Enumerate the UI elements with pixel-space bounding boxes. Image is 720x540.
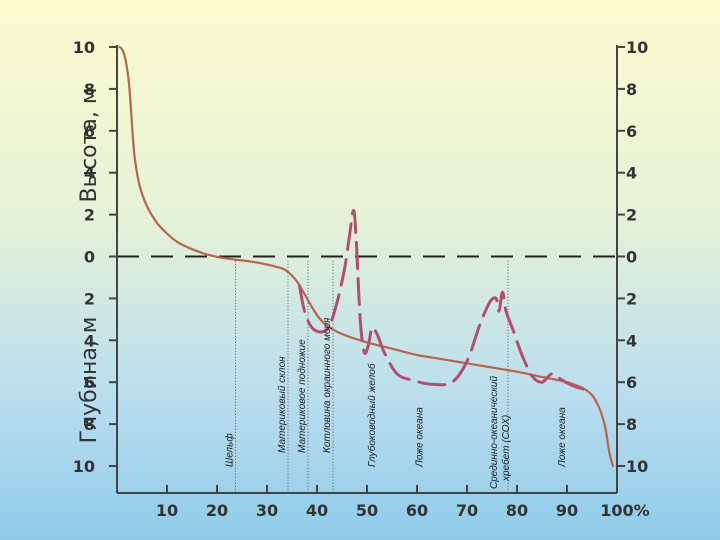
y-tick-label-left: 2 (84, 206, 95, 225)
y-tick-label-right: 2 (626, 206, 637, 225)
x-tick-label: 10 (156, 501, 178, 520)
x-tick-label: 50 (356, 501, 378, 520)
y-axis-lower-title: Глубина, м (77, 317, 102, 444)
zone-label: Ложе океана (557, 407, 568, 468)
zone-label: хребет (СОХ) (500, 415, 512, 482)
zone-label: Срединно-океанический (489, 376, 500, 489)
y-tick-label-right: 8 (626, 415, 637, 434)
zone-label: Материковое подножие (297, 339, 308, 453)
zone-label: Котловина окраинного моря (322, 317, 333, 453)
y-tick-label-left: 4 (84, 331, 95, 350)
y-tick-label-left: 6 (84, 373, 95, 392)
y-tick-label-left: 10 (73, 457, 95, 476)
x-tick-label: 80 (506, 501, 528, 520)
x-tick-label: 90 (556, 501, 578, 520)
y-tick-label-left: 10 (73, 38, 95, 57)
zone-label: Ложе океана (415, 407, 426, 468)
series-line-main (118, 45, 615, 468)
y-tick-label-right: 10 (626, 38, 648, 57)
y-tick-label-left: 4 (84, 164, 95, 183)
y-tick-label-left: 0 (84, 248, 95, 267)
y-tick-label-right: 0 (626, 248, 637, 267)
zone-label: Шельф (224, 433, 236, 467)
y-tick-label-right: 6 (626, 373, 637, 392)
series-line-alternative (298, 208, 591, 393)
y-tick-label-left: 8 (84, 415, 95, 434)
y-tick-label-left: 6 (84, 122, 95, 141)
x-tick-label: 40 (306, 501, 328, 520)
y-tick-label-right: 8 (626, 80, 637, 99)
x-tick-label: 30 (256, 501, 278, 520)
y-tick-label-left: 8 (84, 80, 95, 99)
y-tick-label-right: 4 (626, 331, 637, 350)
x-tick-label: 20 (206, 501, 228, 520)
y-axis-upper-title: Высота, м (77, 88, 102, 203)
x-tick-label: 100% (600, 501, 649, 520)
x-tick-label: 60 (406, 501, 428, 520)
zone-labels: Шельф Материковый склон Материковое поднож… (224, 317, 569, 489)
zone-label: Глубоководный желоб (366, 363, 378, 467)
y-tick-label-left: 2 (84, 289, 95, 308)
y-tick-label-right: 6 (626, 122, 637, 141)
y-tick-label-right: 2 (626, 289, 637, 308)
x-tick-label: 70 (456, 501, 478, 520)
zone-label: Материковый склон (277, 356, 288, 453)
y-tick-label-right: 4 (626, 164, 637, 183)
series-group (118, 45, 615, 468)
y-tick-label-right: 10 (626, 457, 648, 476)
